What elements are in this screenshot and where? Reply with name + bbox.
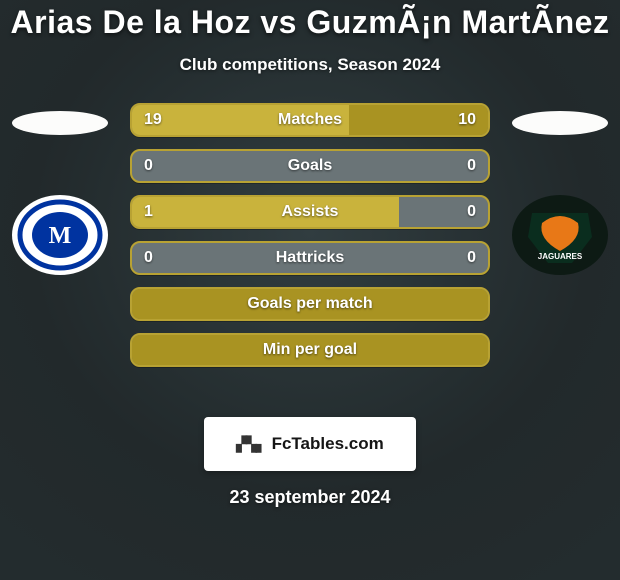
stat-value-left: 19 [144,111,162,129]
stat-value-left: 0 [144,157,153,175]
club-crest-right: JAGUARES [510,193,610,277]
stat-value-right: 0 [467,157,476,175]
stat-row: Assists1 0 [130,195,490,229]
stat-value-left: 1 [144,203,153,221]
player-right-silhouette [512,111,608,135]
stat-label: Goals per match [132,295,488,313]
player-left-column: M [0,111,120,277]
stat-row: Goals0 0 [130,149,490,183]
brand-icon: ▞▚▖ [236,437,265,451]
stat-label: Min per goal [132,341,488,359]
comparison-area: M JAGUARES Matches1910Goals00Assists10Ha… [0,103,620,403]
stat-value-right: 0 [467,249,476,267]
svg-text:JAGUARES: JAGUARES [538,252,583,261]
stat-row: Min per goal [130,333,490,367]
stat-label: Goals [132,157,488,175]
page-title: Arias De la Hoz vs GuzmÃ¡n MartÃ­nez [0,4,620,41]
brand-badge[interactable]: ▞▚▖ FcTables.com [204,417,416,471]
stat-label: Assists [132,203,488,221]
stat-row: Goals per match [130,287,490,321]
stat-label: Matches [132,111,488,129]
stat-row: Matches19 10 [130,103,490,137]
brand-text: FcTables.com [272,434,384,454]
stat-value-left: 0 [144,249,153,267]
stat-value-right: 10 [458,111,476,129]
stat-row: Hattricks0 0 [130,241,490,275]
svg-text:M: M [49,223,72,249]
date-text: 23 september 2024 [0,487,620,508]
player-right-column: JAGUARES [500,111,620,277]
subtitle: Club competitions, Season 2024 [0,55,620,75]
stat-label: Hattricks [132,249,488,267]
stat-rows-container: Matches1910Goals00Assists10Hattricks00Go… [130,103,490,367]
player-left-silhouette [12,111,108,135]
club-crest-left: M [10,193,110,277]
stat-value-right: 0 [467,203,476,221]
